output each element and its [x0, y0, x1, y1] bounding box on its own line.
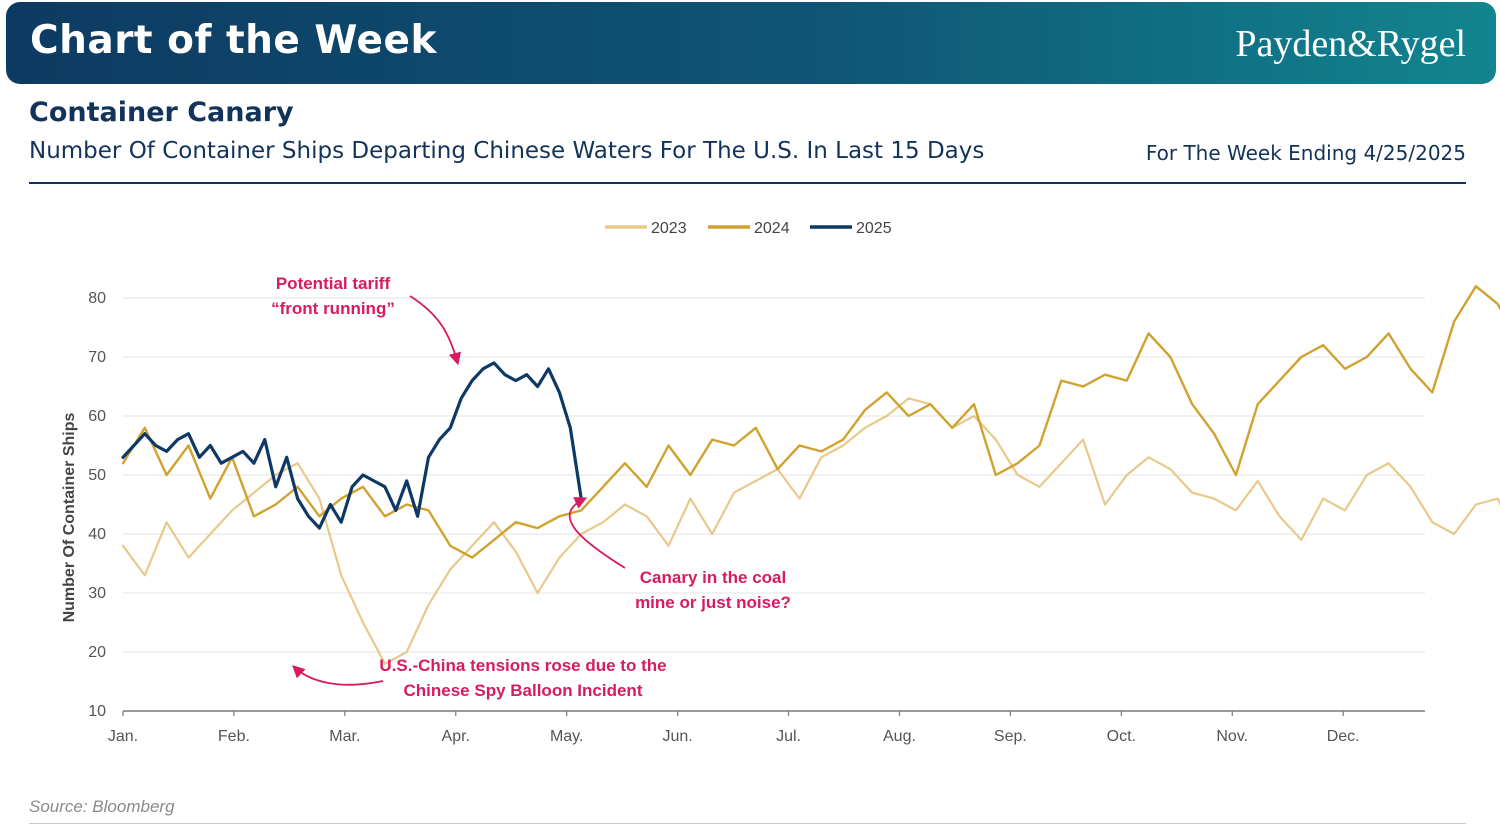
legend-label-2024: 2024 [754, 220, 790, 237]
y-tick-label: 70 [88, 349, 106, 366]
x-tick-label: Oct. [1107, 728, 1136, 745]
annotations: Potential tariff “front running” Canary in… [271, 274, 791, 700]
week-ending: For The Week Ending 4/25/2025 [1145, 141, 1466, 165]
series-line-2023 [121, 397, 1500, 665]
header-banner: Chart of the Week Payden&Rygel [6, 2, 1496, 84]
annotation-text-2: mine or just noise? [635, 593, 791, 612]
y-tick-label: 60 [88, 408, 106, 425]
annotation-text-3: Chinese Spy Balloon Incident [404, 681, 643, 700]
series-group [121, 284, 1500, 665]
x-tick-label: Aug. [883, 728, 916, 745]
x-tick-label: Sep. [994, 728, 1027, 745]
annotation-arrow-3 [292, 665, 384, 686]
annotation-text-1: Potential tariff [276, 274, 391, 293]
y-tick-label: 50 [88, 467, 106, 484]
footer-divider [29, 823, 1466, 824]
x-tick-label: Jan. [108, 728, 138, 745]
gridlines [123, 297, 1425, 653]
series-line-2024 [121, 284, 1500, 559]
x-tick-label: Jun. [662, 728, 692, 745]
x-tick-label: Jul. [776, 728, 801, 745]
chart-title: Container Canary [29, 97, 294, 128]
banner-title: Chart of the Week [30, 18, 437, 63]
legend: 2023 2024 2025 [605, 220, 892, 237]
series-line-2025 [121, 361, 583, 530]
annotation-text-1: “front running” [271, 299, 395, 318]
brand-logo: Payden&Rygel [1235, 23, 1466, 65]
y-tick-label: 20 [88, 644, 106, 661]
x-tick-label: May. [550, 728, 583, 745]
x-tick-label: Apr. [442, 728, 470, 745]
annotation-arrow-2 [568, 497, 626, 569]
y-tick-label: 30 [88, 585, 106, 602]
legend-label-2025: 2025 [856, 220, 892, 237]
x-tick-label: Feb. [218, 728, 250, 745]
annotation-arrow-1 [409, 295, 462, 366]
annotation-text-3: U.S.-China tensions rose due to the [379, 656, 666, 675]
line-chart: 10 20 30 40 50 60 70 80 Jan. Feb. Mar. Apr. May. Jun.… [61, 220, 1500, 745]
axes: 10 20 30 40 50 60 70 80 Jan. Feb. Mar. Apr. May. Jun.… [61, 290, 1425, 745]
chart-subtitle: Number Of Container Ships Departing Chin… [29, 138, 985, 164]
x-tick-label: Mar. [329, 728, 360, 745]
source-note: Source: Bloomberg [29, 797, 175, 816]
x-tick-label: Dec. [1327, 728, 1360, 745]
annotation-text-2: Canary in the coal [640, 568, 786, 587]
y-axis-label: Number Of Container Ships [61, 413, 78, 623]
y-tick-label: 40 [88, 526, 106, 543]
x-tick-label: Nov. [1216, 728, 1248, 745]
y-tick-label: 80 [88, 290, 106, 307]
header-divider [29, 182, 1466, 184]
y-tick-label: 10 [88, 703, 106, 720]
legend-label-2023: 2023 [651, 220, 687, 237]
